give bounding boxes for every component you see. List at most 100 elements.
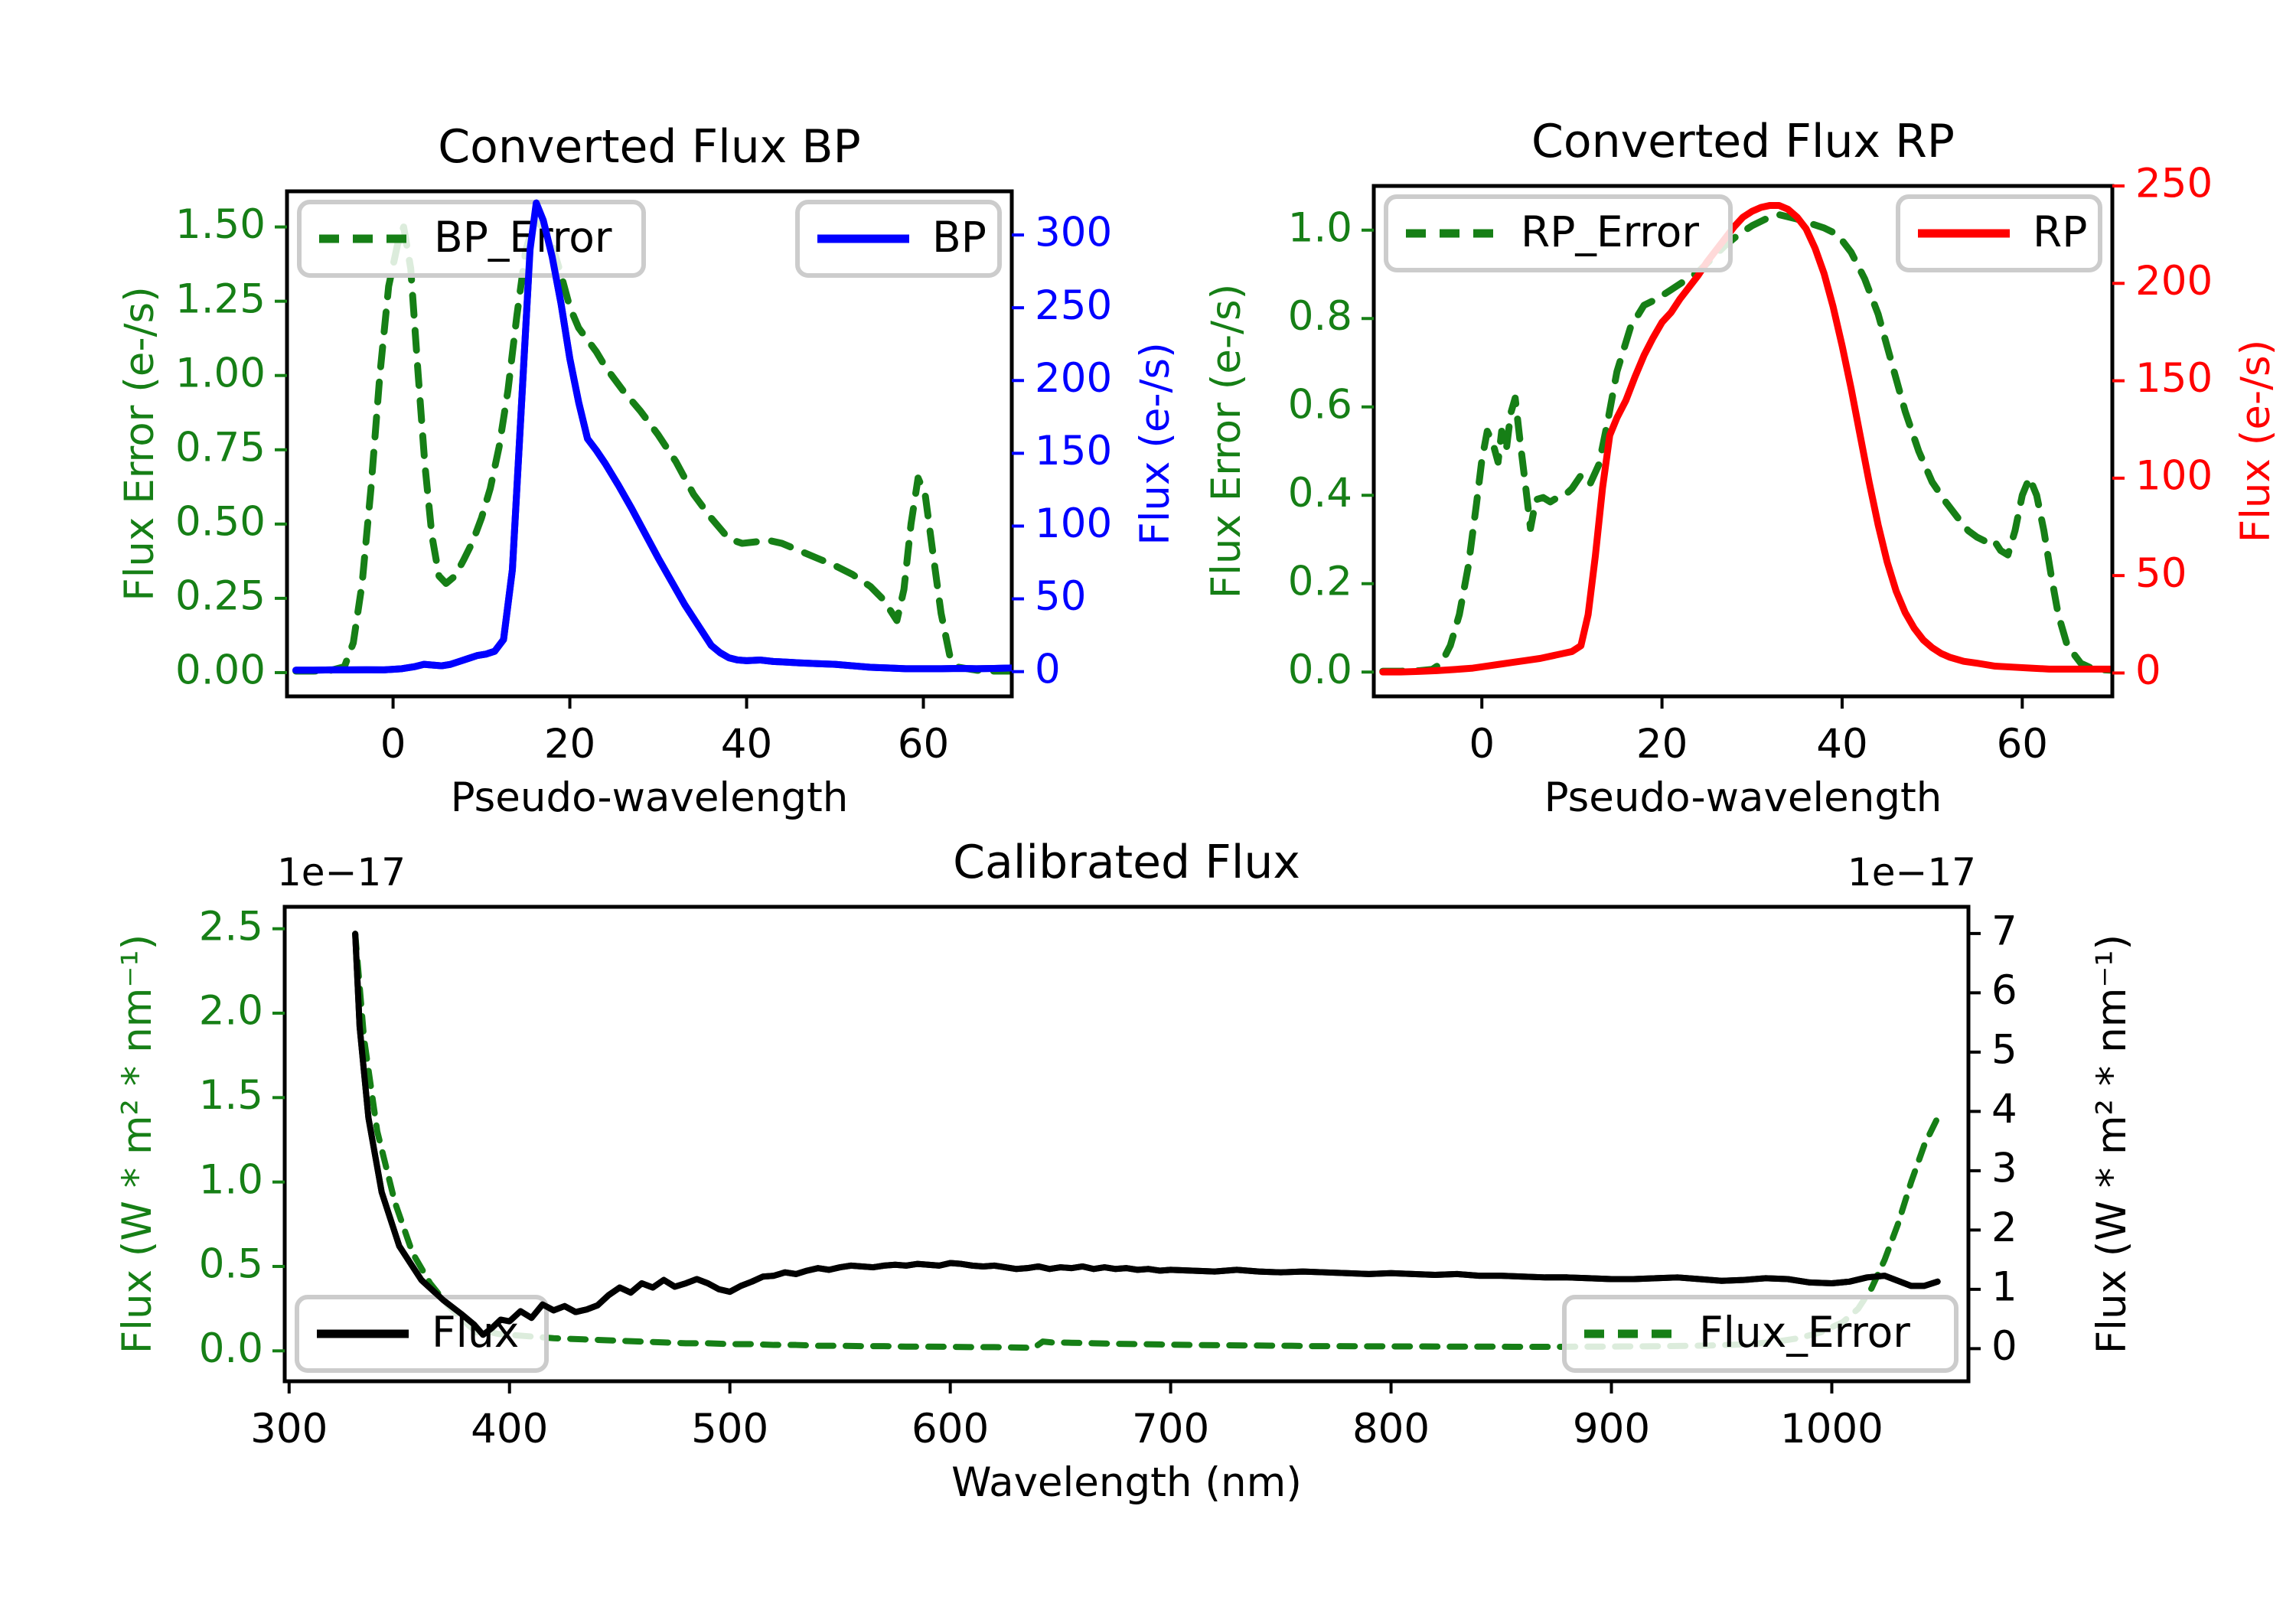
series-line-flux_error bbox=[352, 931, 1941, 1351]
y-axis-label-left: Flux Error (e-/s) bbox=[116, 286, 163, 601]
y-tick-label-right: 200 bbox=[2135, 258, 2213, 305]
x-tick-label: 800 bbox=[1352, 1406, 1430, 1452]
x-tick-label: 900 bbox=[1573, 1406, 1650, 1452]
y-axis-label-left: Flux Error (e-/s) bbox=[1203, 284, 1250, 599]
x-tick-label: 600 bbox=[912, 1406, 989, 1452]
legend-label-flux: Flux bbox=[432, 1308, 519, 1357]
x-tick-label: 60 bbox=[1997, 721, 2048, 768]
panel-title: Calibrated Flux bbox=[953, 836, 1300, 889]
legend-box bbox=[295, 1295, 549, 1373]
plot-frame bbox=[1371, 184, 2115, 699]
legend-label-bp: BP bbox=[932, 213, 987, 262]
legend-label-rp_error: RP_Error bbox=[1521, 207, 1699, 256]
plot-frame bbox=[282, 905, 1971, 1384]
x-tick-label: 20 bbox=[1636, 721, 1688, 768]
panel-converted_flux_rp: Converted Flux RP 0 20 40 60 Pseudo-wavelengt… bbox=[1203, 115, 2279, 821]
x-axis-label: Wavelength (nm) bbox=[951, 1459, 1302, 1506]
y-tick-label-left: 2.0 bbox=[199, 988, 263, 1035]
x-tick-label: 700 bbox=[1132, 1406, 1209, 1452]
legend-label-rp: RP bbox=[2033, 207, 2087, 256]
series-overlay-bp bbox=[292, 199, 1012, 674]
plot-area-converted_flux_rp bbox=[1379, 201, 2112, 676]
y-tick-label-right: 100 bbox=[1035, 500, 1112, 547]
panel-title: Converted Flux RP bbox=[1531, 115, 1955, 168]
x-tick-label: 300 bbox=[250, 1406, 328, 1452]
x-tick-label: 40 bbox=[1816, 721, 1867, 768]
legend-flux_error[interactable]: Flux_Error bbox=[1562, 1295, 1958, 1373]
y-tick-label-left: 0.8 bbox=[1288, 293, 1352, 340]
y-tick-label-right: 150 bbox=[1035, 428, 1112, 474]
x-tick-label: 40 bbox=[721, 721, 772, 768]
legend-label-bp_error: BP_Error bbox=[434, 213, 612, 262]
plot-area-calibrated_flux bbox=[352, 931, 1941, 1351]
y-tick-label-right: 4 bbox=[1991, 1086, 2017, 1133]
overlay-calibrated_flux bbox=[352, 931, 1941, 1338]
y-tick-label-right: 2 bbox=[1991, 1204, 2017, 1251]
y-tick-label-left: 0.00 bbox=[175, 647, 266, 694]
y-tick-label-left: 2.5 bbox=[199, 903, 263, 950]
y-tick-label-left: 1.5 bbox=[199, 1072, 263, 1119]
legend-box bbox=[1384, 194, 1733, 272]
legend-box bbox=[1562, 1295, 1958, 1373]
series-line-bp_error bbox=[292, 217, 1012, 675]
y-tick-label-right: 50 bbox=[2135, 550, 2187, 597]
y-tick-label-right: 6 bbox=[1991, 967, 2017, 1014]
y-tick-label-right: 0 bbox=[2135, 647, 2161, 694]
y-tick-label-right: 50 bbox=[1035, 573, 1086, 620]
x-axis-label: Pseudo-wavelength bbox=[1544, 774, 1942, 821]
y-tick-label-left: 0.25 bbox=[175, 573, 266, 620]
legend-rp_error[interactable]: RP_Error bbox=[1384, 194, 1733, 272]
x-tick-label: 20 bbox=[544, 721, 595, 768]
y-tick-label-right: 150 bbox=[2135, 355, 2213, 402]
offset-text-left: 1e−17 bbox=[277, 850, 406, 895]
y-tick-label-right: 0 bbox=[1991, 1323, 2017, 1370]
y-tick-label-right: 5 bbox=[1991, 1027, 2017, 1074]
y-axis-label-right: Flux (e-/s) bbox=[1132, 342, 1179, 546]
y-axis-label-right: Flux (e-/s) bbox=[2232, 340, 2279, 543]
y-axis-label-right: Flux (W * m² * nm⁻¹) bbox=[2089, 934, 2135, 1354]
x-tick-label: 0 bbox=[380, 721, 406, 768]
y-tick-label-left: 0.50 bbox=[175, 498, 266, 545]
y-tick-label-left: 1.0 bbox=[199, 1156, 263, 1203]
x-axis-label: Pseudo-wavelength bbox=[451, 774, 849, 821]
legend-rp[interactable]: RP bbox=[1896, 194, 2102, 272]
y-tick-label-right: 1 bbox=[1991, 1264, 2017, 1311]
y-tick-label-left: 1.50 bbox=[175, 201, 266, 248]
y-tick-label-right: 100 bbox=[2135, 453, 2213, 500]
x-tick-label: 1000 bbox=[1780, 1406, 1883, 1452]
y-tick-label-left: 0.0 bbox=[199, 1325, 263, 1372]
y-tick-label-right: 3 bbox=[1991, 1146, 2017, 1192]
legend-box bbox=[297, 200, 646, 278]
y-tick-label-left: 1.0 bbox=[1288, 204, 1352, 251]
legend-flux[interactable]: Flux bbox=[295, 1295, 549, 1373]
y-tick-label-right: 300 bbox=[1035, 210, 1112, 256]
panel-title: Converted Flux BP bbox=[438, 120, 860, 174]
y-tick-label-left: 0.75 bbox=[175, 424, 266, 471]
x-tick-label: 60 bbox=[898, 721, 949, 768]
y-tick-label-right: 200 bbox=[1035, 355, 1112, 402]
y-tick-label-left: 0.0 bbox=[1288, 647, 1352, 693]
y-tick-label-left: 0.4 bbox=[1288, 470, 1352, 517]
series-line-flux bbox=[352, 931, 1941, 1338]
legend-bp_error[interactable]: BP_Error bbox=[297, 200, 646, 278]
y-tick-label-left: 0.6 bbox=[1288, 381, 1352, 428]
y-tick-label-left: 0.5 bbox=[199, 1241, 263, 1288]
plot-frame bbox=[285, 189, 1014, 699]
legend-label-flux_error: Flux_Error bbox=[1699, 1308, 1910, 1357]
series-overlay-flux bbox=[352, 931, 1941, 1338]
x-tick-label: 500 bbox=[691, 1406, 768, 1452]
legend-bp[interactable]: BP bbox=[795, 200, 1002, 278]
y-tick-label-right: 250 bbox=[2135, 161, 2213, 207]
overlay-converted_flux_bp bbox=[292, 199, 1012, 674]
y-axis-label-left: Flux (W * m² * nm⁻¹) bbox=[114, 934, 161, 1354]
x-tick-label: 0 bbox=[1469, 721, 1495, 768]
y-tick-label-left: 0.2 bbox=[1288, 558, 1352, 605]
y-tick-label-right: 0 bbox=[1035, 646, 1061, 693]
y-tick-label-left: 1.25 bbox=[175, 275, 266, 322]
x-tick-label: 400 bbox=[471, 1406, 548, 1452]
series-line-rp_error bbox=[1379, 211, 2112, 675]
y-tick-label-left: 1.00 bbox=[175, 350, 266, 396]
